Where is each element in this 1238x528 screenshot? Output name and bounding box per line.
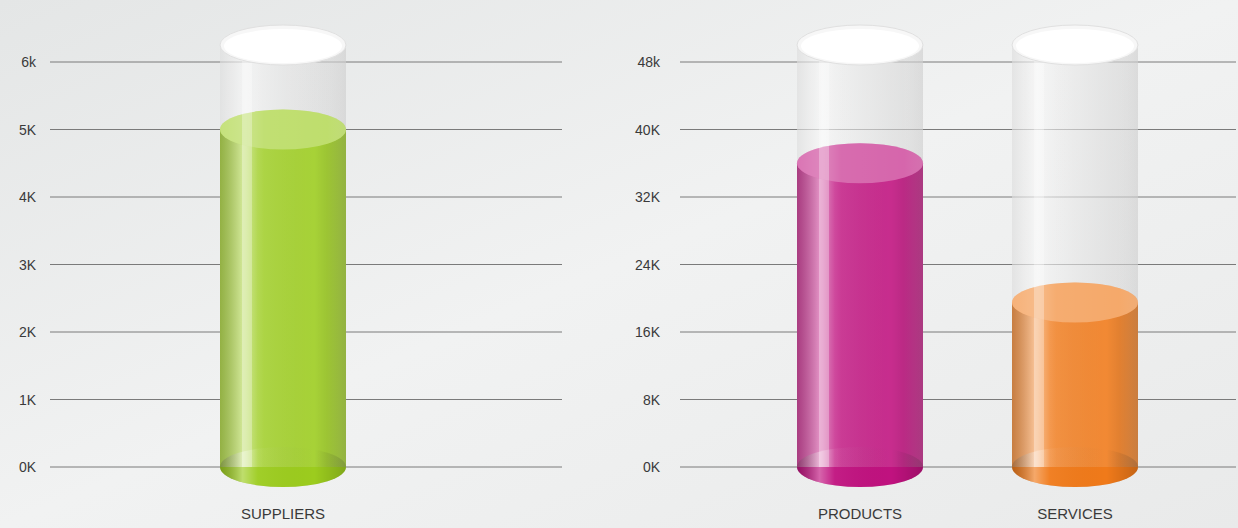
tick-label: 4K [19, 189, 37, 205]
category-label: SUPPLIERS [241, 505, 325, 522]
grid-line [680, 62, 1236, 63]
tube-body [220, 45, 346, 467]
tube-highlight [819, 45, 829, 467]
category-label: SERVICES [1037, 505, 1113, 522]
grid-line [680, 264, 1236, 265]
grid-line [680, 129, 1236, 130]
grid-line [680, 197, 1236, 198]
tick-label: 16K [635, 324, 661, 340]
background [0, 0, 1238, 528]
tube-glass [1012, 45, 1138, 467]
tube-glass [220, 45, 346, 467]
tube-cap-top [224, 29, 342, 63]
tick-label: 48k [637, 54, 661, 70]
grid-line [680, 332, 1236, 333]
grid-line [680, 467, 1236, 468]
tick-label: 2K [19, 324, 37, 340]
category-label: PRODUCTS [818, 505, 902, 522]
tube-body [797, 45, 923, 467]
tube-glass [797, 45, 923, 467]
chart-canvas: 0K 1K 2K 3K 4K 5K 6k SUPPLIERS 0K 8K 16K 24K 32K 40K 4… [0, 0, 1238, 528]
tick-label: 24K [635, 257, 661, 273]
panel: 0K 8K 16K 24K 32K 40K 48k PRODUCTS SERVICES [635, 25, 1236, 522]
panel: 0K 1K 2K 3K 4K 5K 6k SUPPLIERS [19, 25, 562, 522]
tick-label: 8K [643, 392, 661, 408]
tick-label: 3K [19, 257, 37, 273]
tube-cap [1012, 25, 1138, 65]
grid-line [680, 399, 1236, 400]
tube-cap-top [1016, 29, 1134, 63]
tube-highlight [242, 45, 252, 467]
tube-highlight [1034, 45, 1044, 467]
tick-label: 5K [19, 122, 37, 138]
tube-cap [797, 25, 923, 65]
tube-cap [220, 25, 346, 65]
tube-cap-top [801, 29, 919, 63]
tick-label: 40K [635, 122, 661, 138]
tube-body [1012, 45, 1138, 467]
tick-label: 32K [635, 189, 661, 205]
tick-label: 0K [19, 459, 37, 475]
tick-label: 1K [19, 392, 37, 408]
tick-label: 0K [643, 459, 661, 475]
tick-label: 6k [21, 54, 37, 70]
